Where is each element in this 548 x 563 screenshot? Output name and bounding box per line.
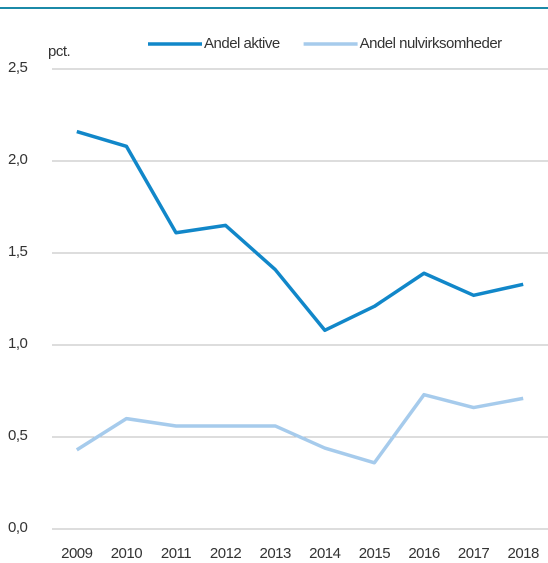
y-tick-label: 0,0 [8, 519, 28, 536]
x-tick-label: 2013 [260, 545, 292, 562]
y-tick-label: 0,5 [8, 427, 28, 444]
x-tick-label: 2012 [210, 545, 242, 562]
series-line [75, 392, 524, 465]
series-line [76, 129, 524, 333]
x-tick-label: 2017 [458, 545, 490, 562]
y-axis-label: pct. [48, 43, 70, 60]
y-tick-label: 2,5 [8, 59, 28, 76]
legend-label: Andel nulvirksomheder [360, 35, 503, 52]
y-tick-label: 1,0 [8, 335, 28, 352]
y-tick-label: 2,0 [8, 151, 28, 168]
x-tick-label: 2009 [61, 545, 93, 562]
x-tick-label: 2018 [508, 545, 540, 562]
legend-label: Andel aktive [204, 35, 280, 52]
y-tick-label: 1,5 [8, 243, 28, 260]
x-tick-label: 2011 [161, 545, 191, 562]
x-tick-label: 2016 [408, 545, 440, 562]
x-tick-label: 2010 [111, 545, 143, 562]
x-tick-label: 2015 [359, 545, 391, 562]
x-tick-label: 2014 [309, 545, 341, 562]
